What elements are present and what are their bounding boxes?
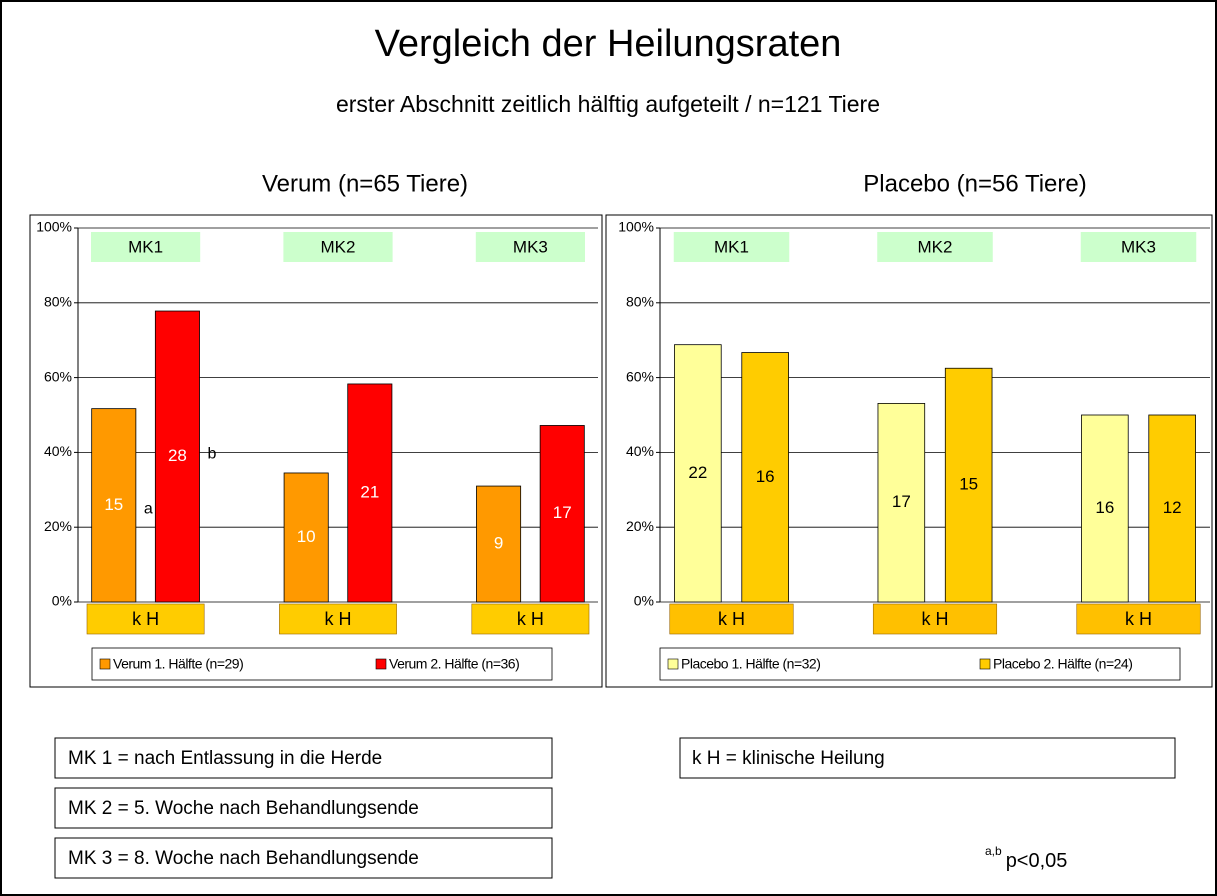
bar [944, 367, 993, 603]
y-tick-label: 0% [634, 593, 654, 609]
bar [154, 310, 200, 603]
significance-mark: a [144, 501, 153, 518]
y-tick-label: 40% [626, 443, 654, 459]
category-label: MK2 [321, 237, 356, 256]
bottom-label: k H [1125, 609, 1152, 629]
bar-count-label: 28 [168, 446, 187, 465]
bar [674, 344, 722, 603]
chart-title: Verum (n=65 Tiere) [262, 170, 468, 197]
note: k H = klinische Heilung [692, 748, 885, 769]
y-tick-label: 20% [44, 518, 72, 534]
footnote: a,b p<0,05 [985, 844, 1067, 872]
legend-swatch [99, 658, 111, 670]
note-box [679, 737, 1176, 779]
bar-count-label: 15 [959, 475, 978, 494]
category-box [877, 232, 993, 262]
y-tick-label: 80% [626, 294, 654, 310]
category-box [1080, 232, 1197, 262]
bar [283, 472, 329, 603]
note-box [54, 837, 553, 879]
legend-swatch [667, 658, 679, 670]
bottom-label: k H [922, 609, 949, 629]
category-box [475, 232, 585, 262]
legend [659, 647, 1181, 681]
bar-count-label: 17 [553, 503, 572, 522]
subtitle: erster Abschnitt zeitlich hälftig aufget… [336, 91, 880, 117]
title: Vergleich der Heilungsraten [375, 23, 842, 65]
y-tick-label: 40% [44, 443, 72, 459]
category-label: MK1 [714, 237, 749, 256]
category-box [91, 232, 201, 262]
bottom-box [86, 603, 205, 635]
legend-label: Placebo 1. Hälfte (n=32) [681, 656, 820, 672]
chart-title: Placebo (n=56 Tiere) [863, 170, 1086, 197]
bottom-label: k H [718, 609, 745, 629]
y-tick-label: 100% [36, 219, 72, 235]
bar-count-label: 10 [297, 527, 316, 546]
bottom-box [669, 603, 794, 635]
legend-swatch [375, 658, 387, 670]
bar [877, 403, 926, 603]
bar [1148, 414, 1196, 603]
y-tick-label: 20% [626, 518, 654, 534]
footnote-text: p<0,05 [1006, 850, 1068, 872]
bar [1081, 414, 1129, 603]
bottom-box [1076, 603, 1201, 635]
bottom-box [279, 603, 397, 635]
y-tick-label: 0% [52, 593, 72, 609]
significance-mark: b [208, 446, 217, 463]
legend-label: Verum 1. Hälfte (n=29) [113, 656, 243, 672]
note-box [54, 737, 553, 779]
category-label: MK3 [513, 237, 548, 256]
y-tick-label: 80% [44, 294, 72, 310]
note: MK 3 = 8. Woche nach Behandlungsende [68, 848, 419, 869]
bottom-label: k H [517, 609, 544, 629]
bar-count-label: 12 [1163, 498, 1182, 517]
y-tick-label: 60% [44, 368, 72, 384]
legend-swatch [979, 658, 991, 670]
legend [91, 647, 553, 681]
category-box [283, 232, 393, 262]
bottom-label: k H [325, 609, 352, 629]
category-label: MK3 [1121, 237, 1156, 256]
category-label: MK1 [128, 237, 163, 256]
bar [476, 485, 522, 603]
bottom-box [471, 603, 590, 635]
legend-label: Placebo 2. Hälfte (n=24) [993, 656, 1132, 672]
bar [91, 408, 137, 603]
category-box [673, 232, 790, 262]
bar-count-label: 16 [756, 467, 775, 486]
y-tick-label: 60% [626, 368, 654, 384]
bar-count-label: 15 [104, 495, 123, 514]
bottom-label: k H [132, 609, 159, 629]
category-label: MK2 [918, 237, 953, 256]
legend-label: Verum 2. Hälfte (n=36) [389, 656, 519, 672]
bar-count-label: 22 [688, 463, 707, 482]
footnote-superscript: a,b [985, 844, 1002, 858]
bar-count-label: 21 [360, 482, 379, 501]
note: MK 2 = 5. Woche nach Behandlungsende [68, 798, 419, 819]
bottom-box [872, 603, 998, 635]
bar-count-label: 9 [494, 534, 503, 553]
bar [741, 352, 789, 603]
bar-count-label: 17 [892, 492, 911, 511]
y-tick-label: 100% [618, 219, 654, 235]
bar-count-label: 16 [1095, 498, 1114, 517]
bar [539, 425, 585, 603]
bar [347, 383, 393, 603]
note: MK 1 = nach Entlassung in die Herde [68, 748, 382, 769]
note-box [54, 787, 553, 829]
